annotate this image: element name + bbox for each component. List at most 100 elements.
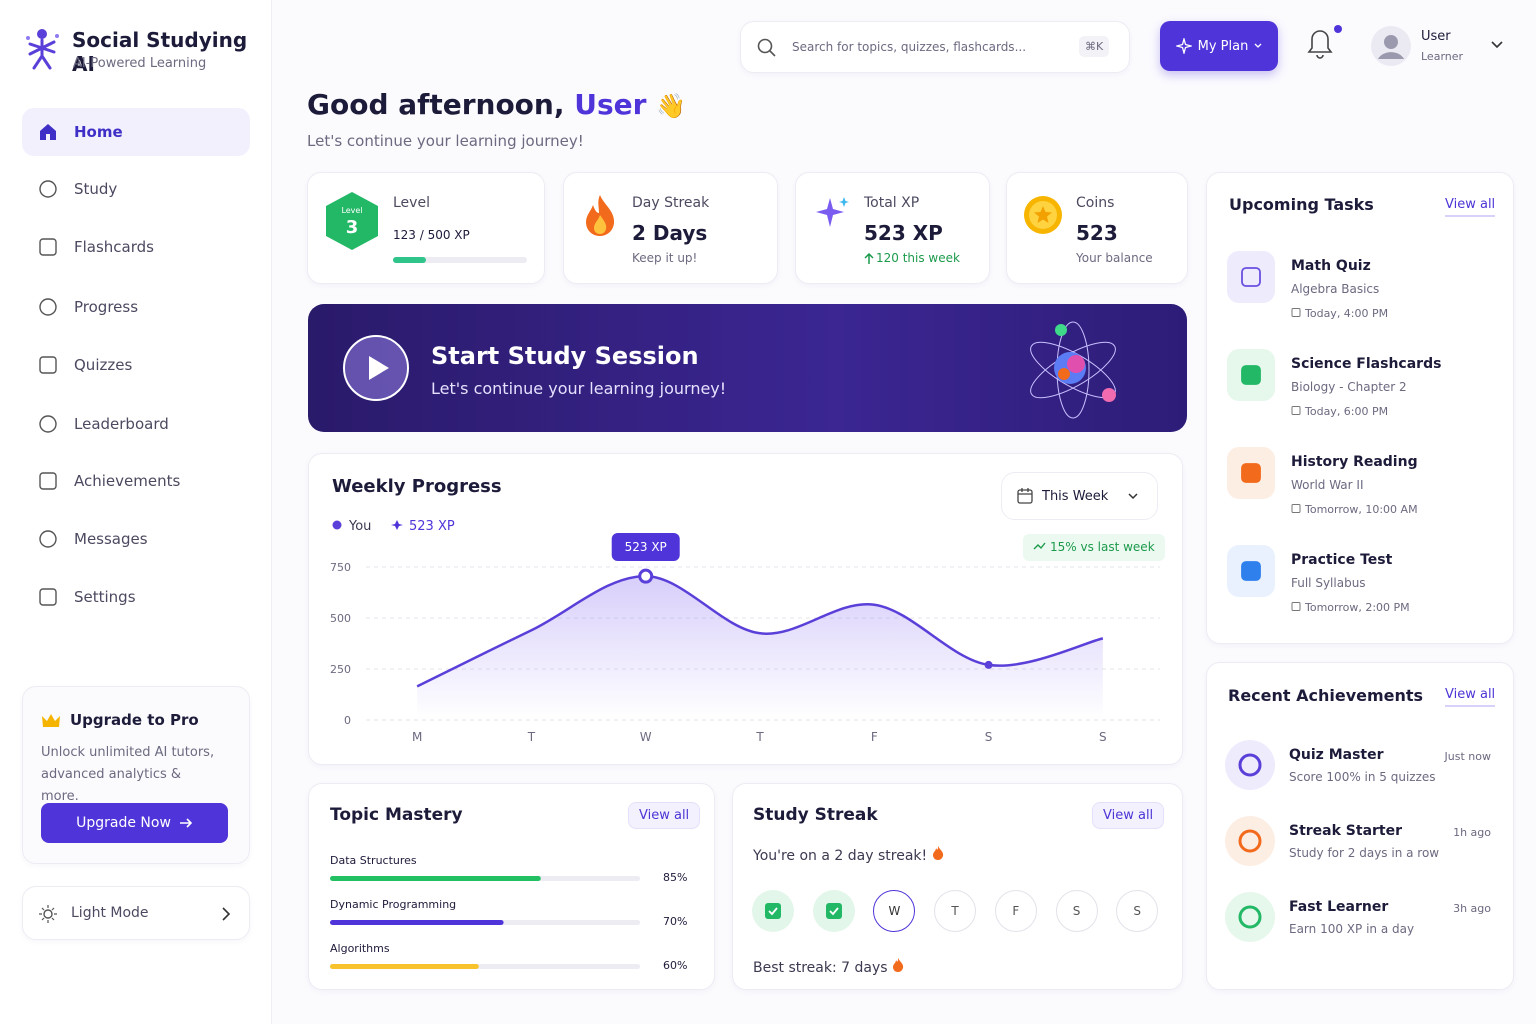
tasks-link[interactable]: View all <box>1445 197 1496 217</box>
coin-icon <box>1024 196 1062 234</box>
search-placeholder: Search for topics, quizzes, flashcards..… <box>792 40 1027 54</box>
nav-item[interactable]: Flashcards <box>22 223 250 271</box>
theme-toggle[interactable]: Light Mode <box>22 886 250 940</box>
check-box <box>765 903 781 919</box>
nav-item[interactable]: Quizzes <box>22 341 250 389</box>
banner-title: Start Study Session <box>431 342 699 370</box>
task-time-text: Tomorrow, 10:00 AM <box>1305 503 1418 516</box>
task-subtitle: World War II <box>1291 478 1364 492</box>
glyph <box>1291 602 1301 611</box>
y-tick-label: 0 <box>344 714 351 727</box>
topics-title: Topic Mastery <box>330 805 463 825</box>
x-tick-label: M <box>412 730 422 744</box>
level-badge-value: 3 <box>346 217 359 238</box>
flame-icon <box>586 195 615 236</box>
day: F <box>994 890 1037 932</box>
coins-note: Your balance <box>1076 251 1153 265</box>
task-time: Tomorrow, 10:00 AM <box>1291 503 1418 516</box>
nav-item[interactable]: Study <box>22 165 250 213</box>
achievements-card: Recent Achievements View all Quiz Master… <box>1206 662 1514 990</box>
study-banner[interactable]: Start Study Session Let's continue your … <box>308 304 1187 432</box>
search-bar[interactable]: Search for topics, quizzes, flashcards..… <box>740 21 1130 73</box>
glyph <box>1241 463 1261 483</box>
achievement-icon <box>1225 816 1275 866</box>
nav-icon <box>40 124 56 140</box>
atom-illustration <box>1030 321 1116 419</box>
nav-icon-shape <box>39 180 57 198</box>
chevron <box>1254 43 1262 48</box>
search-icon <box>757 38 776 57</box>
xp-card: Total XP 523 XP 120 this week <box>795 172 990 284</box>
user-menu[interactable]: User Learner <box>1370 21 1515 73</box>
level-card: Level 3 Level 123 / 500 XP <box>307 172 545 284</box>
nav-item[interactable]: Home <box>22 108 250 156</box>
bar <box>330 964 479 969</box>
nav-item[interactable]: Achievements <box>22 457 250 505</box>
topics-link[interactable]: View all <box>628 802 701 829</box>
check-icon <box>825 903 842 919</box>
nav-label: Settings <box>74 588 136 606</box>
point <box>984 660 993 669</box>
greeting-subtitle: Let's continue your learning journey! <box>307 132 584 150</box>
nav-icon <box>39 298 57 316</box>
flame-icon <box>932 846 943 860</box>
nav-icon <box>39 530 57 548</box>
nav-icon-shape <box>39 238 57 256</box>
icon-bg <box>1225 740 1275 790</box>
comparison-badge: 15% vs last week <box>1023 534 1165 561</box>
plan-button[interactable]: My Plan <box>1160 21 1278 71</box>
bell-button[interactable] <box>1303 24 1343 64</box>
nav-icon <box>39 180 57 198</box>
task-icon <box>1227 251 1275 303</box>
chart: 0 250 500 750 M T W T F S S 523 XP You 523 XP <box>330 519 1160 744</box>
streak-card: Day Streak 2 Days Keep it up! <box>563 172 778 284</box>
legend-sparkle <box>391 520 403 530</box>
bar <box>330 920 504 925</box>
period-select[interactable]: This Week <box>1001 472 1158 520</box>
icon-glyph <box>1238 753 1262 777</box>
task-time: Today, 4:00 PM <box>1291 307 1388 320</box>
calendar-icon <box>1291 504 1301 513</box>
tooltip-box <box>611 533 680 561</box>
day: T <box>934 890 977 932</box>
sparkle-icon <box>816 197 849 227</box>
achievement-subtitle: Score 100% in 5 quizzes <box>1289 770 1436 784</box>
chevron <box>1128 493 1138 500</box>
progress-track <box>393 257 527 263</box>
task-time: Today, 6:00 PM <box>1291 405 1388 418</box>
streak-label: Day Streak <box>632 195 710 211</box>
sun-icon <box>39 905 57 923</box>
nav-item[interactable]: Leaderboard <box>22 400 250 448</box>
nav-label: Home <box>74 123 123 141</box>
nav-item[interactable]: Settings <box>22 573 250 621</box>
task-title: History Reading <box>1291 454 1418 470</box>
nav-icon <box>39 415 57 433</box>
study-streak-card: Study Streak View all You're on a 2 day … <box>732 783 1183 990</box>
glyph <box>1291 308 1301 317</box>
achievement-icon <box>1225 892 1275 942</box>
tasks-title: Upcoming Tasks <box>1229 195 1374 214</box>
flame-icon <box>893 958 904 972</box>
upgrade-title: Upgrade to Pro <box>70 711 199 729</box>
upgrade-button-label: Upgrade Now <box>76 815 171 831</box>
x-tick-label: W <box>640 730 652 744</box>
coins-label: Coins <box>1076 195 1115 211</box>
level-badge: Level 3 <box>326 192 378 250</box>
streak-message: You're on a 2 day streak! <box>753 846 944 864</box>
glyph <box>1291 504 1301 513</box>
nav-icon-shape <box>39 356 57 374</box>
streak-link[interactable]: View all <box>1092 802 1165 829</box>
sidebar: Social Studying AI AI-Powered Learning H… <box>0 0 272 1024</box>
nav-label: Messages <box>74 530 148 548</box>
area <box>417 576 1103 720</box>
achievements-link[interactable]: View all <box>1445 687 1496 707</box>
achievement-title: Fast Learner <box>1289 899 1389 915</box>
upgrade-button[interactable]: Upgrade Now <box>41 803 228 843</box>
calendar-icon <box>1017 488 1033 504</box>
nav-item[interactable]: Progress <box>22 283 250 331</box>
nav-icon-shape <box>39 472 57 490</box>
nav-icon <box>39 356 57 374</box>
task-time-text: Today, 4:00 PM <box>1305 307 1389 320</box>
x-tick-label: F <box>871 730 878 744</box>
nav-item[interactable]: Messages <box>22 515 250 563</box>
